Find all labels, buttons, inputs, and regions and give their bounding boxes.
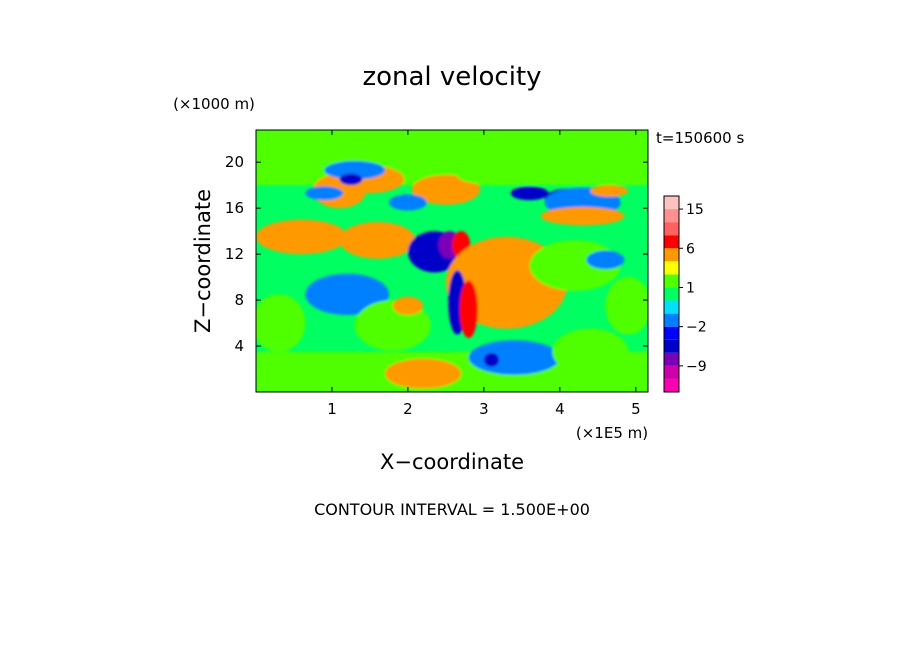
y-axis-label: Z−coordinate	[191, 189, 215, 333]
colorbar-segment	[664, 313, 679, 327]
field-blob	[459, 280, 478, 338]
colorbar-segment	[664, 274, 679, 288]
field-blob	[388, 194, 427, 211]
field-blob	[256, 219, 348, 255]
field-blob	[385, 358, 462, 389]
field-layer	[256, 130, 648, 392]
time-label: t=150600 s	[656, 129, 744, 147]
x-tick-label: 1	[327, 400, 337, 418]
field-blob	[324, 161, 386, 180]
colorbar-tick-label: 15	[686, 202, 704, 218]
colorbar-segment	[664, 222, 679, 236]
chart-title: zonal velocity	[362, 62, 541, 92]
field-blob	[483, 352, 500, 367]
y-tick-label: 4	[234, 337, 244, 355]
colorbar-segment	[664, 339, 679, 353]
colorbar-segment	[664, 378, 679, 392]
field-blob	[540, 206, 625, 226]
y-tick-label: 8	[234, 291, 244, 309]
colorbar-segment	[664, 235, 679, 249]
colorbar-frame	[663, 195, 680, 393]
x-axis-label: X−coordinate	[380, 450, 524, 474]
y-axis-unit: (×1000 m)	[173, 95, 255, 113]
colorbar-segment	[664, 261, 679, 275]
colorbar-segment	[664, 326, 679, 340]
x-axis-unit: (×1E5 m)	[576, 424, 648, 442]
field-blob	[468, 340, 560, 375]
field-blob	[392, 296, 424, 316]
field-blob	[305, 186, 344, 201]
colorbar-tick-label: −9	[686, 359, 707, 375]
y-tick-label: 20	[225, 153, 244, 171]
x-tick-label: 3	[479, 400, 489, 418]
field-blob	[510, 186, 549, 201]
colorbar-tick-label: 6	[686, 241, 695, 257]
plot-area	[255, 129, 649, 393]
colorbar-segment	[664, 209, 679, 223]
x-axis: 1 2 3 4 5	[327, 130, 641, 418]
field-blob	[256, 294, 306, 352]
field-blob	[590, 185, 629, 197]
field-blob	[305, 273, 389, 316]
contour-interval-label: CONTOUR INTERVAL = 1.500E+00	[314, 500, 590, 519]
y-tick-label: 12	[225, 245, 244, 263]
field-blob	[586, 250, 625, 270]
plot-frame	[255, 129, 649, 393]
colorbar-segment	[664, 300, 679, 314]
field-blob	[339, 221, 416, 259]
colorbar-segment	[664, 365, 679, 379]
colorbar: 15 6 1 −2 −9	[663, 195, 707, 393]
colorbar-segment	[664, 248, 679, 262]
field-blob	[339, 173, 363, 186]
colorbar-segment	[664, 196, 679, 210]
colorbar-segment	[664, 352, 679, 366]
x-tick-label: 5	[631, 400, 641, 418]
colorbar-segment	[664, 287, 679, 301]
x-tick-label: 4	[555, 400, 565, 418]
y-tick-label: 16	[225, 199, 244, 217]
field-blob	[411, 174, 481, 205]
colorbar-tick-label: −2	[686, 320, 707, 336]
colorbar-tick-label: 1	[686, 280, 695, 296]
field-blob	[605, 277, 648, 335]
field-blob	[552, 328, 629, 375]
y-axis: 4 8 12 16 20	[225, 153, 648, 355]
x-tick-label: 2	[403, 400, 413, 418]
field-blob	[457, 166, 541, 186]
